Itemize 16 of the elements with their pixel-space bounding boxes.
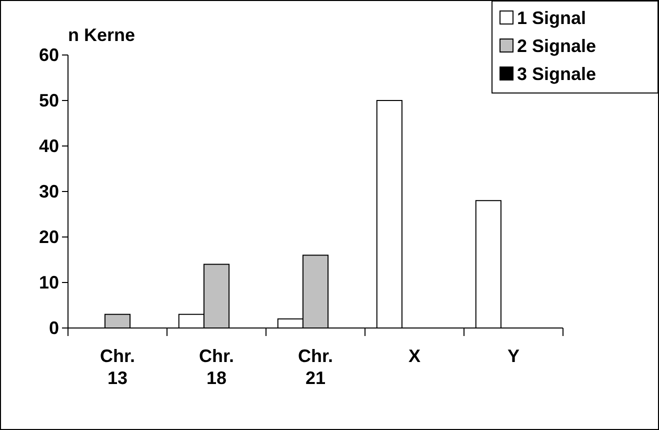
x-tick-label: X: [408, 346, 421, 366]
y-tick-label: 10: [38, 272, 59, 292]
y-tick-label: 30: [38, 181, 59, 202]
legend-label: 3 Signale: [517, 64, 596, 84]
y-tick-label: 50: [38, 90, 59, 110]
y-tick-label: 20: [38, 226, 59, 247]
x-tick-label: Chr. 18: [198, 346, 234, 388]
y-tick-label: 40: [38, 136, 59, 156]
x-tick-label: Chr. 13: [100, 346, 136, 388]
y-tick-label: 60: [38, 44, 59, 65]
x-tick-label: Chr. 21: [298, 346, 334, 388]
legend-label: 1 Signal: [517, 8, 586, 28]
x-tick-label: Y: [507, 346, 520, 366]
legend-label: 2 Signale: [517, 36, 596, 56]
y-axis-title: n Kerne: [68, 25, 136, 45]
y-tick-label: 0: [48, 318, 59, 338]
